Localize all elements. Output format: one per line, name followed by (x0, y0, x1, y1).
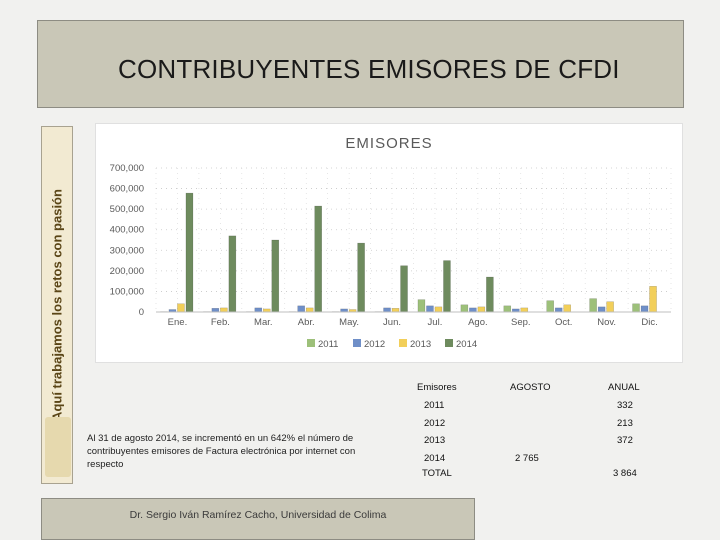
bar-2014 (271, 239, 280, 313)
x-tick-label: Dic. (641, 317, 657, 328)
bar-2014 (357, 242, 365, 313)
table-row-year: 2011 (424, 400, 445, 411)
bar-2013 (434, 306, 443, 313)
y-tick-label: 700,000 (110, 163, 144, 174)
legend-label: 2011 (318, 339, 338, 350)
bar-2012 (426, 305, 434, 313)
table-row-anual: 3 864 (613, 468, 637, 479)
legend-swatch-2012 (353, 339, 361, 347)
x-tick-label: Nov. (597, 317, 616, 328)
x-tick-label: Oct. (555, 317, 572, 328)
x-tick-label: Feb. (211, 317, 230, 328)
bar-2011 (589, 298, 597, 313)
bar-2013 (477, 306, 486, 313)
legend-swatch-2014 (445, 339, 453, 347)
x-tick-label: Sep. (511, 317, 531, 328)
table-header-emisores: Emisores (417, 382, 457, 393)
bar-2013 (220, 307, 228, 313)
bar-2014 (228, 235, 237, 313)
bar-2013 (606, 301, 614, 313)
emisores-chart: 0 100,000 200,000 300,000 400,000 500,000 600,… (110, 163, 672, 350)
bar-2014 (400, 265, 408, 313)
table-row-anual: 332 (617, 400, 633, 411)
bar-2012 (469, 307, 477, 313)
footer-credit: Dr. Sergio Iván Ramírez Cacho, Universid… (129, 509, 387, 521)
banner-text: Aquí trabajamos los retos con pasión (49, 189, 65, 421)
bar-2012 (597, 306, 606, 313)
y-tick-label: 600,000 (110, 184, 144, 195)
bar-2012 (640, 305, 649, 313)
page-title: CONTRIBUYENTES EMISORES DE CFDI (118, 54, 620, 84)
legend-label: 2013 (410, 339, 431, 350)
bar-2013 (563, 304, 571, 313)
colima-logo-icon (45, 417, 71, 477)
side-banner: Aquí trabajamos los retos con pasión (41, 126, 73, 484)
table-row-anual: 372 (617, 435, 633, 446)
bar-2011 (546, 300, 554, 313)
bar-2011 (503, 305, 512, 313)
chart-title: EMISORES (345, 135, 433, 152)
bar-2013 (520, 307, 529, 313)
bar-2014 (314, 205, 322, 313)
x-tick-label: May. (339, 317, 359, 328)
y-tick-label: 200,000 (110, 266, 144, 277)
legend-label: 2012 (364, 339, 385, 350)
bar-2014 (486, 276, 494, 313)
y-tick-label: 100,000 (110, 286, 144, 297)
bar-2012 (254, 307, 263, 313)
table-row-anual: 213 (617, 418, 633, 429)
x-tick-label: Ene. (168, 317, 188, 328)
legend-swatch-2011 (307, 339, 315, 347)
bar-2012 (383, 307, 391, 313)
y-tick-label: 500,000 (110, 204, 144, 215)
legend-label: 2014 (456, 339, 477, 350)
table-row-agosto: 2 765 (515, 453, 539, 464)
bar-2013 (305, 307, 314, 313)
y-tick-label: 300,000 (110, 245, 144, 256)
bar-2012 (211, 308, 220, 313)
x-tick-label: Mar. (254, 317, 272, 328)
bar-2013 (391, 308, 400, 313)
title-bar: CONTRIBUYENTES EMISORES DE CFDI (37, 20, 684, 108)
table-row-year: 2014 (424, 453, 446, 464)
y-tick-label: 0 (139, 307, 144, 318)
bar-2014 (185, 192, 194, 313)
x-tick-label: Jul. (428, 317, 443, 328)
table-row-year: 2013 (424, 435, 446, 446)
bar-2011 (417, 299, 426, 313)
bar-2013 (649, 286, 657, 313)
bar-2011 (460, 304, 469, 313)
growth-note: Al 31 de agosto 2014, se incrementó en u… (87, 433, 356, 470)
x-tick-label: Ago. (468, 317, 488, 328)
table-header-agosto: AGOSTO (510, 382, 551, 393)
bar-2011 (632, 303, 640, 313)
bar-2012 (297, 305, 305, 313)
bar-2012 (554, 307, 563, 313)
table-row-total: TOTAL (422, 468, 452, 479)
bar-2013 (177, 303, 185, 313)
y-tick-label: 400,000 (110, 225, 144, 236)
chart-container: EMISORES 0 100,000 200,000 300,000 400,000 50… (95, 123, 683, 363)
x-tick-label: Abr. (298, 317, 315, 328)
x-tick-label: Jun. (383, 317, 401, 328)
legend-swatch-2013 (399, 339, 407, 347)
table-row-year: 2012 (424, 418, 446, 429)
footer-bar: Dr. Sergio Iván Ramírez Cacho, Universid… (41, 498, 475, 540)
table-header-anual: ANUAL (608, 382, 640, 393)
bar-2014 (443, 260, 451, 313)
